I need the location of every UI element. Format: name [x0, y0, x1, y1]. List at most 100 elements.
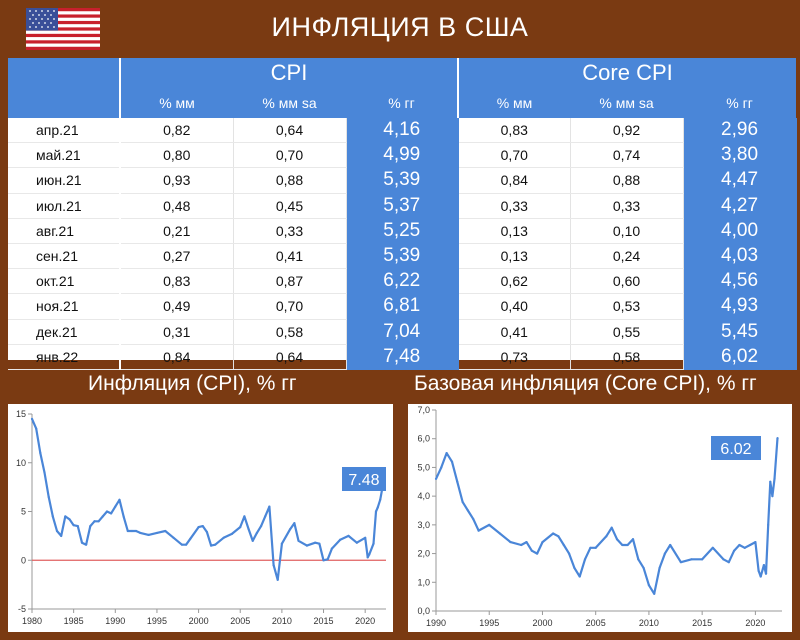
us-flag-icon [26, 8, 100, 50]
table-row: май.21 0,80 0,70 4,99 0,70 0,74 3,80 [8, 142, 797, 169]
data-point [477, 529, 480, 532]
cpi-chart-svg: -5 0 5 10 15 1980 1985 1990 1995 2000 2005 2010 2015… [16, 409, 386, 626]
group-header-cpi: CPI [120, 58, 460, 88]
table-row: авг.21 0,21 0,33 5,25 0,13 0,10 4,00 [8, 218, 797, 244]
yoy-cell: 6,02 [683, 344, 797, 370]
data-point [89, 525, 92, 528]
data-point [68, 518, 71, 521]
table-cell: 0,13 [458, 218, 571, 244]
data-point [461, 500, 464, 503]
data-point [172, 536, 175, 539]
data-point [322, 559, 325, 562]
row-month: окт.21 [8, 268, 121, 295]
table-cell: 0,64 [233, 344, 347, 370]
data-point [450, 460, 454, 463]
data-point [773, 477, 776, 481]
data-point [727, 561, 730, 564]
y-tick-label: 0,0 [417, 606, 430, 616]
yoy-cell: 5,37 [346, 193, 460, 219]
last-value-label: 7.48 [348, 472, 379, 489]
data-point [466, 509, 470, 512]
yoy-cell: 5,25 [346, 218, 460, 244]
table-cell: 0,45 [233, 193, 347, 219]
data-point [205, 530, 209, 534]
data-point [197, 526, 200, 529]
data-point [276, 578, 279, 581]
data-point [434, 477, 438, 481]
data-point [97, 520, 100, 523]
data-point [738, 543, 741, 547]
y-tick-label: 5,0 [417, 462, 430, 472]
data-point [30, 417, 34, 420]
data-point [339, 538, 342, 541]
data-point [255, 531, 258, 535]
data-point [743, 546, 746, 549]
yoy-cell: 5,39 [346, 243, 460, 270]
data-point [615, 538, 619, 541]
data-point [189, 537, 192, 540]
data-point [47, 495, 50, 498]
column-header: % мм [458, 88, 571, 118]
table-cell: 0,53 [570, 293, 684, 320]
yoy-cell: 6,81 [346, 293, 460, 320]
data-point [180, 543, 184, 546]
y-tick-label: -5 [18, 604, 26, 614]
y-tick-label: 5 [21, 507, 26, 517]
data-point [456, 480, 459, 483]
data-point [239, 526, 242, 529]
table-cell: 0,31 [120, 319, 234, 345]
data-point [530, 549, 533, 552]
table-cell: 0,84 [120, 344, 234, 370]
table-cell: 0,83 [120, 268, 234, 295]
data-point [330, 547, 333, 550]
data-point [626, 543, 629, 547]
data-point [60, 534, 63, 537]
row-month: июн.21 [8, 167, 121, 194]
table-cell: 0,73 [458, 344, 571, 370]
column-header: % мм sa [570, 88, 684, 118]
table-cell: 0,41 [458, 319, 571, 345]
data-point [759, 575, 762, 578]
table-cell: 0,21 [120, 218, 234, 244]
data-point [594, 546, 597, 549]
x-tick-label: 2005 [230, 616, 250, 626]
y-tick-label: 3,0 [417, 520, 430, 530]
table-cell: 0,62 [458, 268, 571, 295]
row-month: май.21 [8, 142, 121, 169]
table-row: июл.21 0,48 0,45 5,37 0,33 0,33 4,27 [8, 193, 797, 219]
x-tick-label: 1990 [426, 618, 446, 628]
core-cpi-chart-title: Базовая инфляция (Core CPI), % гг [414, 372, 757, 395]
data-point [376, 506, 379, 509]
data-point [122, 515, 125, 518]
data-point [101, 515, 104, 518]
yoy-cell: 4,99 [346, 142, 460, 169]
table-cell: 0,70 [233, 293, 347, 320]
data-point [374, 510, 378, 513]
row-month: дек.21 [8, 319, 121, 345]
data-point [701, 558, 704, 561]
data-point [732, 549, 736, 552]
yoy-cell: 7,04 [346, 319, 460, 345]
y-tick-label: 7,0 [417, 405, 430, 415]
data-point [293, 522, 296, 525]
data-point [509, 540, 512, 544]
data-point [93, 520, 96, 523]
core-cpi-chart: 0,0 1,0 2,0 3,0 4,0 5,0 6,0 7,0 1990 1995 2000 2005… [408, 404, 792, 632]
data-point [771, 495, 774, 498]
x-tick-label: 1995 [147, 616, 167, 626]
yoy-cell: 4,47 [683, 167, 797, 194]
data-point [326, 558, 329, 561]
data-point [314, 541, 317, 544]
table-cell: 0,88 [233, 167, 347, 194]
data-point [610, 526, 613, 529]
corner-cell [8, 58, 121, 88]
data-point [230, 532, 234, 536]
table-cell: 0,60 [570, 268, 684, 295]
table-cell: 0,33 [458, 193, 571, 219]
data-point [498, 532, 501, 535]
table-cell: 0,58 [570, 344, 684, 370]
row-month: янв.22 [8, 344, 121, 370]
table-cell: 0,83 [458, 118, 571, 144]
data-point [663, 552, 666, 555]
last-value-label: 6.02 [720, 441, 751, 458]
